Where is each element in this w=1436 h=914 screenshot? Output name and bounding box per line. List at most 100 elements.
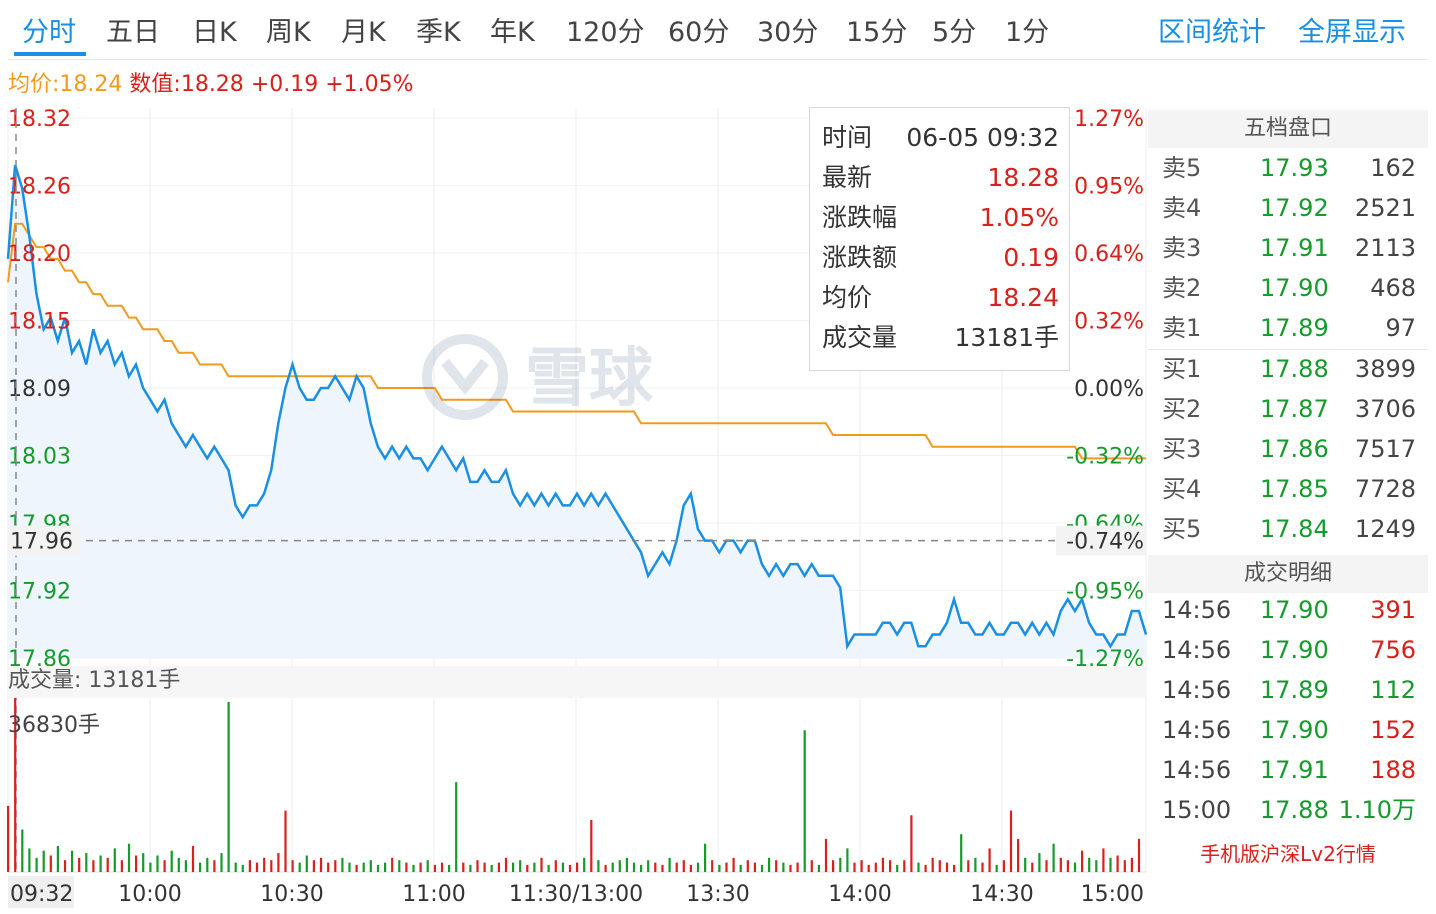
tooltip-key: 成交量 [822, 323, 898, 352]
range-stats-button[interactable]: 区间统计 [1158, 17, 1266, 48]
tab-9[interactable]: 30分 [757, 17, 819, 48]
volume-bar [63, 860, 67, 872]
volume-bar [376, 864, 380, 872]
volume-bar [526, 864, 529, 872]
volume-bar [576, 862, 579, 872]
intraday-chart[interactable]: 18.3218.2618.2018.1518.0918.0317.9817.92… [0, 100, 1148, 914]
trade-row: 14:56 17.89 112 [1162, 670, 1416, 710]
volume-bar [789, 864, 792, 872]
tab-1[interactable]: 五日 [106, 17, 160, 48]
change-readout: +0.19 [250, 72, 319, 97]
volume-bar [554, 860, 557, 872]
tab-4[interactable]: 月K [341, 17, 386, 48]
time-tick-label: 09:32 [10, 882, 73, 907]
volume-bar [817, 864, 820, 872]
volume-bar [384, 862, 387, 872]
volume-bar [127, 843, 131, 872]
volume-bar [696, 862, 700, 872]
avg-price-line [7, 222, 1146, 460]
ask-row: 卖1 17.89 97 [1162, 308, 1416, 348]
order-book-level: 卖4 [1162, 194, 1202, 222]
volume-bar [753, 862, 756, 872]
volume-bar [327, 862, 330, 872]
volume-bar [319, 857, 323, 872]
order-book-level: 买3 [1162, 435, 1202, 463]
price-tick-label: 17.92 [8, 580, 71, 605]
tooltip-row: 成交量 13181手 [822, 318, 1059, 358]
tooltip-key: 均价 [822, 283, 873, 312]
volume-bar [284, 810, 287, 872]
tab-11[interactable]: 5分 [932, 17, 977, 48]
volume-bar [1052, 843, 1055, 872]
ask-row: 卖4 17.92 2521 [1162, 188, 1416, 228]
volume-bar [512, 862, 515, 872]
tooltip-key: 最新 [822, 163, 873, 192]
tab-2[interactable]: 日K [192, 17, 237, 48]
volume-bar [874, 862, 877, 872]
crosshair-time-box [8, 876, 74, 908]
order-book-qty: 2521 [1354, 194, 1416, 222]
volume-bar [35, 857, 38, 872]
tooltip-value: 13181手 [954, 323, 1059, 352]
tab-12[interactable]: 1分 [1005, 17, 1050, 48]
volume-bar [312, 860, 315, 872]
trade-time: 14:56 [1162, 636, 1232, 664]
volume-bar [1123, 860, 1126, 872]
volume-bar [391, 857, 394, 872]
time-tick-label: 14:30 [970, 882, 1033, 907]
volume-bar [206, 857, 209, 872]
volume-bar [568, 864, 572, 872]
tab-8[interactable]: 60分 [668, 17, 730, 48]
volume-bar [668, 857, 671, 872]
tab-6[interactable]: 年K [490, 17, 535, 48]
volume-bar [1116, 855, 1119, 872]
tab-0[interactable]: 分时 [22, 17, 76, 48]
bid-row: 买4 17.85 7728 [1162, 469, 1416, 509]
volume-bar [1130, 857, 1133, 872]
volume-bar [497, 862, 500, 872]
order-book-level: 卖5 [1162, 154, 1202, 182]
volume-bar [647, 860, 650, 872]
volume-bar [213, 860, 216, 872]
tab-7[interactable]: 120分 [566, 17, 645, 48]
volume-bar [21, 829, 24, 872]
tab-10[interactable]: 15分 [846, 17, 908, 48]
volume-bar [56, 846, 59, 872]
pct-tick-label: 0.64% [1074, 242, 1144, 267]
volume-bar [135, 855, 138, 872]
volume-bar [1017, 838, 1020, 872]
volume-bar [49, 855, 52, 872]
pct-readout: +1.05% [325, 72, 414, 97]
tab-5[interactable]: 季K [416, 17, 461, 48]
bid-row: 买5 17.84 1249 [1162, 509, 1416, 549]
fullscreen-button[interactable]: 全屏显示 [1298, 17, 1406, 48]
trade-row: 14:56 17.91 188 [1162, 750, 1416, 790]
volume-bar [846, 848, 849, 872]
order-book-price: 17.92 [1260, 194, 1329, 222]
volume-bar [1102, 848, 1105, 872]
volume-bar [1066, 860, 1069, 872]
order-book-title: 五档盘口 [1148, 110, 1428, 148]
volume-bar [860, 860, 863, 872]
volume-bar [711, 860, 714, 872]
pct-tick-label: 0.00% [1074, 377, 1144, 402]
volume-bar [995, 864, 998, 872]
tab-3[interactable]: 周K [266, 17, 311, 48]
volume-bar [248, 860, 251, 872]
volume-bar [7, 805, 10, 872]
trades-title: 成交明细 [1148, 555, 1428, 593]
volume-max-label: 36830手 [8, 713, 100, 738]
period-tabs [8, 0, 1428, 60]
volume-bar [810, 860, 813, 872]
time-tick-label: 11:30/13:00 [509, 882, 643, 907]
price-tick-label: 18.03 [8, 445, 71, 470]
time-tick-label: 10:30 [260, 882, 323, 907]
order-book-price: 17.93 [1260, 154, 1329, 182]
volume-bar [853, 862, 856, 872]
volume-bar [398, 860, 401, 872]
order-book-level: 卖3 [1162, 234, 1202, 262]
order-book-qty: 3899 [1354, 355, 1416, 383]
lv2-link[interactable]: 手机版沪深Lv2行情 [1200, 842, 1376, 866]
volume-bar [547, 864, 550, 872]
volume-bar [718, 864, 721, 872]
